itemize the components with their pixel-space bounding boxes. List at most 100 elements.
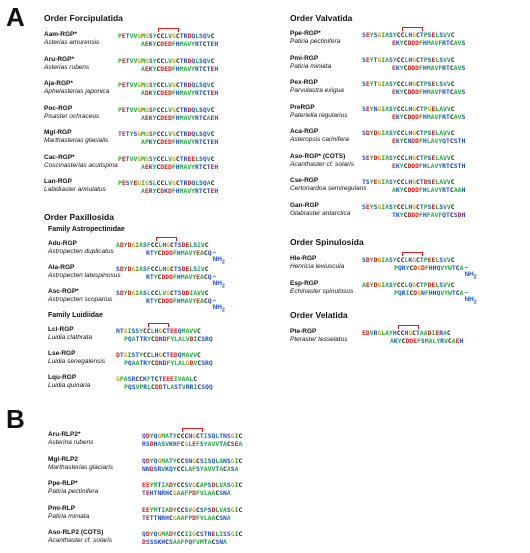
sequence-chain-b: EKYCDDDFHMAVFRTCAVS [392,63,466,72]
sequence-chain-a: EDVRGLAYHCCHGCTAADIERAC [362,329,451,337]
sequence-chain-a: QDYQGMATYCCSNGCSISQLANSGIC [142,456,243,465]
disulfide-bracket [401,252,423,256]
peptide-code: Ppe-RLP* [48,480,78,487]
sequence-chain-b: NNDSRVKQYCCLAFSYAVVTACASA [142,464,239,473]
sequence-chain-a: AEYDGIASYCCLQGCTPDELSVVC [362,281,455,289]
sequence-chain-a: EEYMTIADYCCSVGCAPSDLVASGIC [142,481,243,489]
sequence-chain-b: PQATTRYCDNDFYLALVDICSRQ [124,335,213,343]
disulfide-bracket [181,428,203,432]
sequence-chain-a: PETVVGMGSYCCLVGCTRDQLSQVC [118,56,215,65]
species-name: Patiria miniata [290,62,332,70]
species-name: Astropecten duplicatus [48,248,114,255]
order-paxillosida-title: Order Paxillosida [44,212,114,222]
species-name: Astropecten scoparius [48,296,113,303]
sequence-chain-b: RTYCDDDFHMAVYEACQ [146,297,212,305]
peptide-code: Esp-RGP [290,280,319,287]
sequence-chain-a: PETVVGMGSYCCLVGCTRDQLSQVC [118,81,215,89]
sequence-chain-b: PQAATRYCDNDFYLALGDVCSRQ [124,359,213,367]
species-name: Coscinasterias acutispina [44,161,118,169]
sequence-chain-b: EKYCDDDFHMAVFRTCAVS [392,88,466,96]
peptide-code: Lan-RGP [44,178,72,185]
species-name: Henricia leviuscula [290,263,345,270]
species-name: Aphelasterias japonica [44,88,110,95]
peptide-code: Poc-RGP [44,104,73,112]
species-name: Patiria pectinifera [290,38,341,45]
sequence-chain-b: AEKYCDEDFHMAVYRTCTEH [141,40,219,48]
peptide-code: Aru-RLP2* [48,431,81,438]
peptide-code: Lqu-RGP [48,374,77,381]
species-name: Parvulastra exigua [290,87,344,94]
sequence-chain-b: PQRICDGNFHHQVYWTCA [394,289,464,297]
sequence-chain-a: PETVVGMGSYCCLVGCTRDQLSQVC [118,32,215,40]
panel-label-b: B [6,404,25,434]
species-name: Luidia clathrata [48,334,93,341]
sequence-chain-a: QDYQGMADYCCIIGCSTNELISSGIC [142,530,243,538]
peptide-code: Aam-RGP* [44,31,77,38]
sequence-chain-b: AKYCDDDFHLAVYRTCAAH [392,186,466,194]
order-forcipulatida-title: Order Forcipulatida [44,13,123,23]
sequence-chain-b: EKYCDDDFHMAVFRTCAVS [392,39,466,47]
species-name: Patiria miniata [48,512,90,520]
sequence-chain-a: TETYSGMGSFCCLVGCTRDQLSQVC [118,130,215,138]
peptide-code: Pex-RGP [290,79,318,86]
sequence-chain-b: AKYCDDEFSMALYRVCAEH [390,337,464,345]
sequence-chain-b: AERYCDKDFHMAVYRTCTEH [141,187,219,195]
sequence-chain-a: SEYSGIASYCCLHGCTPSELSVVC [362,31,455,39]
sequence-chain-a: PETVVGMGSFCCLVGCTRDQLSQVC [118,105,215,114]
family-luidiidae-title: Family Luidiidae [48,312,103,319]
sequence-chain-a: SEYSGIASYCCLHGCTPSELSVVC [362,202,455,211]
species-name: Luidia senegalensis [48,358,106,365]
peptide-code: Aru-RGP* [44,55,74,63]
species-name: Asterias amurensis [44,39,100,46]
sequence-chain-a: SEYTGIASYCCLHGCTPSELSVVC [362,55,455,64]
species-name: Asterina rubens [48,439,94,446]
peptide-code: Lse-RGP [48,350,76,357]
disulfide-bracket [157,28,179,32]
sequence-chain-a: GPASRCCKFTCTEEEIVAALC [116,375,198,383]
panel-label-a: A [6,2,25,32]
sequence-chain-a: SEYTGIASYCCLHGCTPSELSVVC [362,80,455,88]
sequence-chain-a: DTGISTYCCLHGCTEDQMAVVC [116,351,201,359]
peptide-code: Pmi-RGP [290,54,319,62]
peptide-code: Aca-RGP [290,128,319,135]
species-name: Pisaster ochraceus [44,112,100,120]
sequence-chain-b: RSDHASVKHFCGLEFSYAVVTACSEA [142,440,243,448]
sequence-chain-b: RTYCDDDFHMAVYEACQ [146,249,212,257]
peptide-code: PreRGP [290,103,315,111]
sequence-chain-a: NTGISSYCCLHGCTEEQMAVVC [116,327,201,335]
peptide-code: Cac-RGP* [44,153,75,161]
species-name: Acanthaster cf. solaris [48,537,112,544]
sequence-chain-a: TSYEGIASYCCLHGCTDSELAVVC [362,178,455,186]
sequence-chain-b: EKYCDDDFHLAVYRTCSTH [392,161,466,170]
sequence-chain-b: AEKYCDEDFHMAVYRTCTEH [141,162,219,171]
species-name: Marthasterias glaciaris [48,463,114,471]
species-name: Glabraster antarctica [290,209,351,217]
sequence-chain-a: SEYDGIASYCCLHGCTPSELAVVC [362,153,455,162]
sequence-chain-a: SDYDGIASFCCLHGCTSDELSIVC [116,265,209,273]
disulfide-bracket [397,325,420,329]
sequence-chain-a: PESYEGIGSLCCLVGCTRDQLSQAC [118,179,215,187]
amide-terminus: –NH2 [212,249,225,266]
peptide-code: Lcl-RGP [48,326,74,333]
amide-terminus: –NH2 [212,297,225,314]
sequence-chain-a: SEYNGIASYCCLHGCTPGELAVVC [362,104,455,113]
peptide-code: Asc-RGP* [48,288,79,295]
sequence-chain-b: TEHTNRHCGAAFPDFVLAACSNA [142,489,231,497]
sequence-chain-a: SDYDGIASYCCLHGCTPSELAVVC [362,129,455,137]
disulfide-bracket [155,237,177,241]
species-name: Astropecten latespinosus [48,272,121,279]
sequence-chain-b: RTYCDDDFHMAVYEACQ [146,273,212,281]
sequence-chain-b: EKYCNDDFHLAVYQTCSTH [392,137,466,145]
amide-terminus: –NH2 [212,273,225,290]
sequence-chain-a: ADYDGIASFCCLHGCTSDELSIVC [116,241,209,249]
sequence-chain-a: SDYDGIASYCCLKGCTPEELSVVC [362,256,455,264]
sequence-chain-b: EKYCDDDFHMAVFRTCAVS [392,112,466,121]
family-astropectinidae-title: Family Astropectinidae [48,226,125,233]
peptide-code: Adu-RGP [48,240,77,247]
species-name: Pateriella regularius [290,111,348,119]
sequence-chain-b: APKYCDEDFHMAVYRTCTEH [141,138,219,146]
peptide-code: Aja-RGP* [44,80,73,87]
sequence-chain-b: AEKYCDEDFHMAVYRTCAEH [141,113,219,122]
sequence-chain-b: AEKYCDEDFHMAVYRTCTEH [141,64,219,73]
sequence-chain-b: TETTNRHCGAAFPDFVLAACSNA [142,513,231,522]
